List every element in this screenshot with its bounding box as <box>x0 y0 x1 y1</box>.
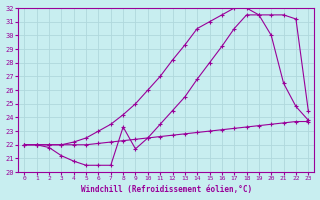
X-axis label: Windchill (Refroidissement éolien,°C): Windchill (Refroidissement éolien,°C) <box>81 185 252 194</box>
